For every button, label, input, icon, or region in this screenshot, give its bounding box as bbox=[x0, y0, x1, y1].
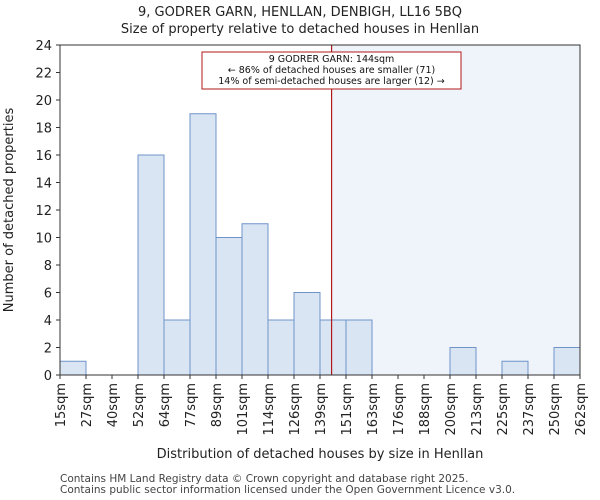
plot-frame bbox=[59, 44, 581, 376]
annotation-box bbox=[201, 51, 462, 90]
bar bbox=[241, 223, 269, 376]
footer-copyright: Contains HM Land Registry data © Crown c… bbox=[60, 473, 469, 485]
x-tick-label: 52sqm bbox=[132, 383, 147, 427]
chart-title: 9, GODRER GARN, HENLLAN, DENBIGH, LL16 5… bbox=[138, 5, 462, 20]
bar bbox=[293, 292, 321, 376]
y-tick-label: 4 bbox=[44, 314, 52, 329]
x-tick-label: 101sqm bbox=[236, 383, 251, 436]
bar bbox=[501, 360, 529, 376]
bar bbox=[267, 319, 295, 376]
bar bbox=[189, 113, 217, 376]
bar bbox=[137, 154, 165, 376]
bar bbox=[59, 360, 87, 376]
x-tick-label: 262sqm bbox=[574, 383, 589, 436]
bar bbox=[319, 319, 347, 376]
x-tick-label: 213sqm bbox=[470, 383, 485, 436]
y-tick-label: 12 bbox=[35, 204, 52, 219]
x-tick-label: 139sqm bbox=[314, 383, 329, 436]
y-tick-label: 20 bbox=[35, 94, 52, 109]
x-tick-label: 237sqm bbox=[522, 383, 537, 436]
x-tick-label: 176sqm bbox=[392, 383, 407, 436]
x-tick-label: 77sqm bbox=[184, 383, 199, 427]
annotation-smaller: ← 86% of detached houses are smaller (71… bbox=[228, 65, 435, 76]
x-tick-label: 126sqm bbox=[288, 383, 303, 436]
chart-subtitle: Size of property relative to detached ho… bbox=[121, 22, 479, 37]
bar bbox=[215, 237, 243, 376]
bar bbox=[449, 347, 477, 376]
y-tick-label: 18 bbox=[35, 122, 52, 137]
x-tick-label: 15sqm bbox=[54, 383, 69, 427]
y-tick-label: 6 bbox=[44, 287, 52, 302]
x-tick-label: 64sqm bbox=[158, 383, 173, 427]
y-tick-label: 24 bbox=[35, 39, 52, 54]
y-tick-label: 14 bbox=[35, 177, 52, 192]
x-tick-label: 250sqm bbox=[548, 383, 563, 436]
x-axis-label: Distribution of detached houses by size … bbox=[157, 447, 484, 462]
annotation-larger: 14% of semi-detached houses are larger (… bbox=[218, 76, 445, 87]
bar bbox=[553, 347, 581, 376]
y-axis-label: Number of detached properties bbox=[2, 108, 17, 313]
x-tick-label: 163sqm bbox=[366, 383, 381, 436]
y-tick-label: 0 bbox=[44, 369, 52, 384]
annotation-title: 9 GODRER GARN: 144sqm bbox=[269, 54, 395, 65]
x-tick-label: 89sqm bbox=[210, 383, 225, 427]
y-tick-label: 2 bbox=[44, 342, 52, 357]
bar bbox=[345, 319, 373, 376]
larger-region-highlight bbox=[331, 45, 580, 375]
y-tick-label: 8 bbox=[44, 259, 52, 274]
bar bbox=[163, 319, 191, 376]
x-tick-label: 40sqm bbox=[106, 383, 121, 427]
x-tick-label: 188sqm bbox=[418, 383, 433, 436]
x-tick-label: 225sqm bbox=[496, 383, 511, 436]
y-tick-label: 16 bbox=[35, 149, 52, 164]
x-tick-label: 151sqm bbox=[340, 383, 355, 436]
y-tick-label: 10 bbox=[35, 232, 52, 247]
x-tick-label: 27sqm bbox=[80, 383, 95, 427]
x-tick-label: 114sqm bbox=[262, 383, 277, 436]
x-tick-label: 200sqm bbox=[444, 383, 459, 436]
y-tick-label: 22 bbox=[35, 67, 52, 82]
footer-licence: Contains public sector information licen… bbox=[60, 484, 516, 496]
